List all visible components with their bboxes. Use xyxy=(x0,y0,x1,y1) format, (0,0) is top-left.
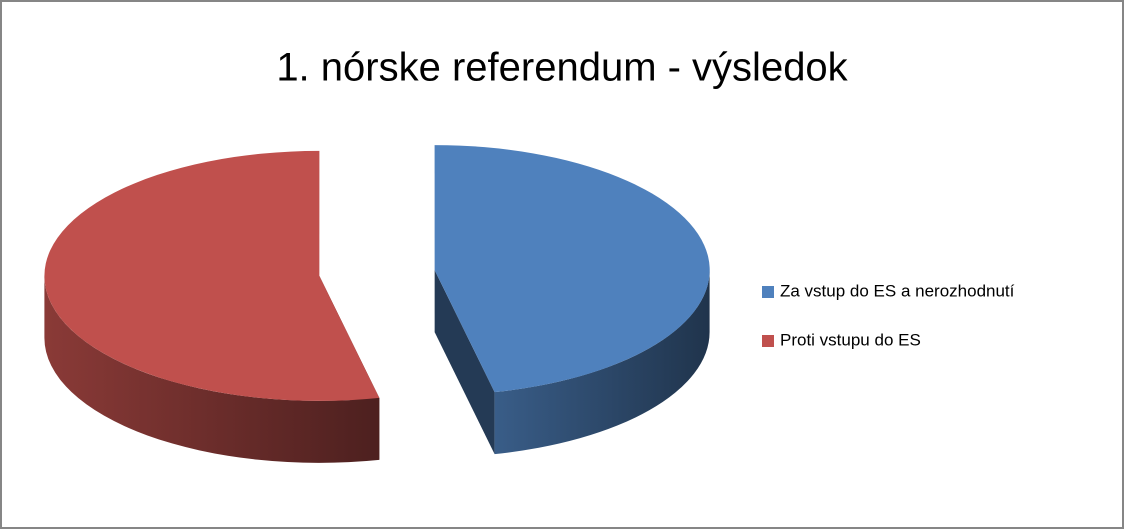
pie-slice xyxy=(434,145,710,393)
legend-swatch xyxy=(762,286,774,298)
slice-face xyxy=(434,270,495,455)
pie-slice xyxy=(44,150,380,401)
legend-label: Za vstup do ES a nerozhodnutí xyxy=(780,281,1015,300)
slice-side xyxy=(44,275,380,463)
slice-side xyxy=(494,270,710,455)
legend-label: Proti vstupu do ES xyxy=(780,330,921,349)
chart-title: 1. nórske referendum - výsledok xyxy=(276,46,848,90)
legend-swatch xyxy=(762,335,774,347)
